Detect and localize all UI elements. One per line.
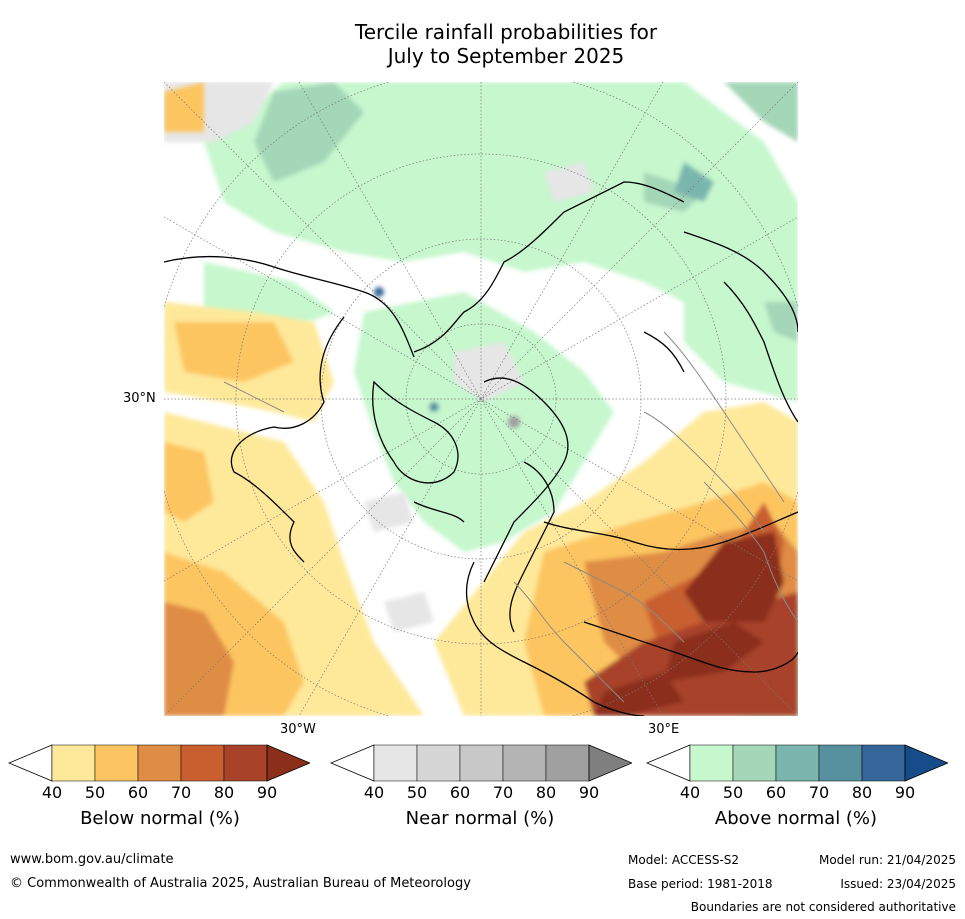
colorbar-swatch [180, 744, 225, 782]
colorbar-extend-high [904, 744, 948, 782]
colorbar-tick-label: 40 [679, 783, 701, 802]
colorbar-tick-label: 80 [213, 783, 235, 802]
colorbar-extend-low [646, 744, 691, 782]
colorbar-tick-label: 50 [722, 783, 744, 802]
title-line-1: Tercile rainfall probabilities for [354, 20, 658, 44]
legend-label-near-normal: Near normal (%) [405, 808, 555, 829]
colorbar-swatch [775, 744, 820, 782]
colorbar-tick-label: 70 [808, 783, 830, 802]
colorbar-swatch [818, 744, 863, 782]
colorbar-tick-label: 60 [765, 783, 787, 802]
legend-label-below-normal: Below normal (%) [80, 808, 240, 829]
lon-label-30w: 30°W [280, 722, 316, 737]
colorbar-swatch [94, 744, 139, 782]
colorbar-tick-label: 50 [84, 783, 106, 802]
colorbar-below-normal [8, 744, 310, 782]
colorbar-swatch [137, 744, 182, 782]
colorbar-tick-label: 90 [256, 783, 278, 802]
country-borders [223, 331, 798, 703]
colorbar-tick-label: 70 [170, 783, 192, 802]
colorbar-tick-label: 90 [894, 783, 916, 802]
footer-disclaimer: Boundaries are not considered authoritat… [690, 900, 956, 914]
legend-label-above-normal: Above normal (%) [714, 808, 878, 829]
colorbar-swatch [689, 744, 734, 782]
colorbar-tick-label: 80 [535, 783, 557, 802]
footer-issued: Issued: 23/04/2025 [840, 877, 956, 891]
lon-label-30e: 30°E [648, 722, 680, 737]
map-title: Tercile rainfall probabilities for July … [0, 20, 965, 68]
colorbar-tick-label: 90 [578, 783, 600, 802]
footer-base-period: Base period: 1981-2018 [628, 877, 773, 891]
colorbar-tick-label: 50 [406, 783, 428, 802]
colorbar-tick-label: 80 [851, 783, 873, 802]
colorbar-swatch [223, 744, 268, 782]
colorbar-swatch [416, 744, 461, 782]
lat-label-30n: 30°N [123, 391, 156, 406]
colorbar-near-normal [330, 744, 632, 782]
colorbar-tick-label: 70 [492, 783, 514, 802]
colorbar-tick-label: 60 [449, 783, 471, 802]
polar-map [164, 82, 798, 716]
coastlines [164, 181, 798, 716]
colorbar-swatch [373, 744, 418, 782]
footer-model-run: Model run: 21/04/2025 [818, 853, 956, 867]
colorbar-tick-label: 40 [41, 783, 63, 802]
colorbar-swatch [51, 744, 96, 782]
colorbar-extend-low [8, 744, 53, 782]
footer-model: Model: ACCESS-S2 [628, 853, 740, 867]
title-line-2: July to September 2025 [387, 44, 625, 68]
colorbar-swatch [861, 744, 906, 782]
colorbar-extend-low [330, 744, 375, 782]
colorbar-above-normal [646, 744, 948, 782]
colorbar-extend-high [588, 744, 632, 782]
colorbar-tick-label: 60 [127, 783, 149, 802]
colorbar-swatch [502, 744, 547, 782]
colorbar-swatch [545, 744, 590, 782]
colorbar-swatch [459, 744, 504, 782]
colorbar-tick-label: 40 [363, 783, 385, 802]
footer-url[interactable]: www.bom.gov.au/climate [10, 852, 174, 867]
footer-copyright: © Commonwealth of Australia 2025, Austra… [10, 876, 471, 891]
colorbar-swatch [732, 744, 777, 782]
graticule [164, 82, 798, 716]
colorbar-extend-high [266, 744, 310, 782]
